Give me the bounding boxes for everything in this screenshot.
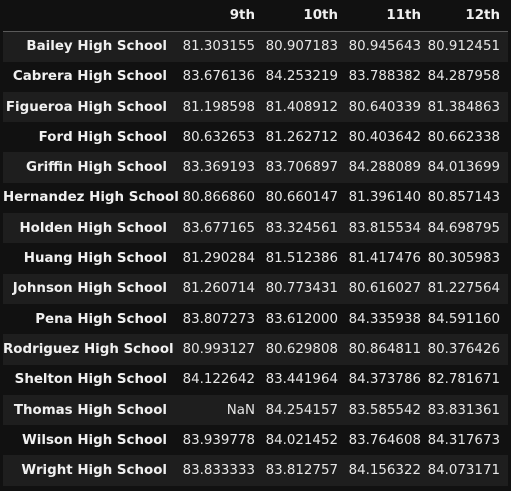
cell-score-9th: 83.369193 [182, 160, 255, 176]
cell-score-9th: 80.866860 [182, 190, 255, 206]
cell-score-9th: 84.122642 [182, 372, 255, 388]
cell-score-12th: 84.073171 [427, 463, 500, 479]
row-label-school: Hernandez High School [3, 190, 179, 206]
cell-score-9th: 80.632653 [182, 129, 255, 145]
cell-score-9th: 81.260714 [182, 281, 255, 297]
cell-score-10th: 83.324561 [265, 220, 338, 236]
cell-score-11th: 83.815534 [348, 220, 421, 236]
cell-score-10th: 83.441964 [265, 372, 338, 388]
column-header-11th: 11th [342, 1, 424, 32]
table-row: Bailey High School 81.303155 80.907183 80.9… [3, 31, 508, 62]
row-label-school: Johnson High School [12, 281, 167, 297]
cell-score-10th: 83.812757 [265, 463, 338, 479]
cell-score-12th: 80.376426 [427, 341, 500, 357]
table-header: 9th 10th 11th 12th [3, 1, 508, 32]
row-label-school: Figueroa High School [5, 99, 167, 115]
dataframe-table: 9th 10th 11th 12th Bailey High School 81.… [3, 1, 508, 486]
cell-score-11th: 81.396140 [348, 190, 421, 206]
cell-score-9th: 81.303155 [182, 39, 255, 55]
cell-score-10th: 84.021452 [265, 432, 338, 448]
row-label-school: Ford High School [38, 129, 167, 145]
cell-score-10th: 80.773431 [265, 281, 338, 297]
cell-score-11th: 80.403642 [348, 129, 421, 145]
cell-score-12th: 80.857143 [427, 190, 500, 206]
cell-score-12th: 84.317673 [427, 432, 500, 448]
table-row: Johnson High School 81.260714 80.773431 80.… [3, 273, 508, 304]
cell-score-9th: 81.198598 [182, 99, 255, 115]
cell-score-9th: 83.939778 [182, 432, 255, 448]
cell-score-10th: 84.253219 [265, 69, 338, 85]
cell-score-11th: 80.945643 [348, 39, 421, 55]
row-label-school: Cabrera High School [12, 69, 167, 85]
table-row: Holden High School 83.677165 83.324561 83.8… [3, 213, 508, 244]
header-row: 9th 10th 11th 12th [3, 1, 508, 32]
row-label-school: Shelton High School [14, 372, 167, 388]
row-label-school: Wilson High School [22, 432, 167, 448]
cell-score-12th: 84.287958 [427, 69, 500, 85]
row-label-school: Huang High School [23, 251, 167, 267]
cell-score-9th: 80.993127 [182, 341, 255, 357]
cell-score-11th: 83.585542 [348, 402, 421, 418]
cell-score-11th: 81.417476 [348, 251, 421, 267]
table-row: Thomas High School NaN 84.254157 83.585542 8… [3, 394, 508, 426]
cell-score-12th: 80.305983 [427, 251, 500, 267]
cell-score-12th: 80.662338 [427, 129, 500, 145]
cell-score-10th: 80.629808 [265, 341, 338, 357]
cell-score-11th: 84.373786 [348, 372, 421, 388]
cell-score-10th: 84.254157 [265, 402, 338, 418]
index-header [3, 1, 176, 32]
cell-score-9th: 83.676136 [182, 69, 255, 85]
table-row: Pena High School 83.807273 83.612000 84.335… [3, 303, 508, 335]
table-row: Griffin High School 83.369193 83.706897 84.… [3, 152, 508, 183]
cell-score-11th: 83.788382 [348, 69, 421, 85]
row-label-school: Griffin High School [26, 160, 167, 176]
cell-score-11th: 80.640339 [348, 99, 421, 115]
cell-score-10th: 81.512386 [265, 251, 338, 267]
table-row: Rodriguez High School 80.993127 80.629808 8… [3, 334, 508, 365]
table-row: Huang High School 81.290284 81.512386 81.41… [3, 243, 508, 274]
table-row: Shelton High School 84.122642 83.441964 84.… [3, 364, 508, 395]
cell-score-11th: 84.288089 [348, 160, 421, 176]
table-row: Ford High School 80.632653 81.262712 80.403… [3, 122, 508, 153]
table-row: Wilson High School 83.939778 84.021452 83.7… [3, 425, 508, 456]
cell-score-9th: 83.677165 [182, 220, 255, 236]
cell-score-11th: 80.864811 [348, 341, 421, 357]
cell-score-10th: 80.907183 [265, 39, 338, 55]
row-label-school: Wright High School [21, 463, 167, 479]
cell-score-12th: 84.591160 [427, 311, 500, 327]
cell-score-12th: 83.831361 [427, 402, 500, 418]
table-row: Cabrera High School 83.676136 84.253219 83.… [3, 61, 508, 92]
row-label-school: Holden High School [19, 220, 167, 236]
cell-score-9th: 83.807273 [182, 311, 255, 327]
cell-score-12th: 81.384863 [427, 99, 500, 115]
cell-score-11th: 80.616027 [348, 281, 421, 297]
column-header-12th: 12th [424, 1, 508, 32]
cell-score-11th: 84.156322 [348, 463, 421, 479]
column-header-9th: 9th [176, 1, 258, 32]
column-header-10th: 10th [258, 1, 342, 32]
cell-score-11th: 84.335938 [348, 311, 421, 327]
cell-score-12th: 80.912451 [427, 39, 500, 55]
cell-score-9th: 83.833333 [182, 463, 255, 479]
row-label-school: Bailey High School [26, 39, 167, 55]
cell-score-10th: 83.706897 [265, 160, 338, 176]
cell-score-10th: 81.262712 [265, 129, 338, 145]
row-label-school: Thomas High School [13, 402, 167, 418]
cell-score-10th: 83.612000 [265, 311, 338, 327]
cell-score-12th: 82.781671 [427, 372, 500, 388]
table-body: Bailey High School 81.303155 80.907183 80.9… [3, 31, 508, 486]
table-row: Wright High School 83.833333 83.812757 84.1… [3, 455, 508, 486]
cell-score-9th: NaN [226, 402, 255, 418]
table-row: Hernandez High School 80.866860 80.660147 8… [3, 182, 508, 214]
cell-score-12th: 81.227564 [427, 281, 500, 297]
cell-score-10th: 80.660147 [265, 190, 338, 206]
cell-score-12th: 84.698795 [427, 220, 500, 236]
cell-score-9th: 81.290284 [182, 251, 255, 267]
row-label-school: Rodriguez High School [3, 341, 174, 357]
row-label-school: Pena High School [35, 311, 167, 327]
cell-score-10th: 81.408912 [265, 99, 338, 115]
cell-score-11th: 83.764608 [348, 432, 421, 448]
cell-score-12th: 84.013699 [427, 160, 500, 176]
table-row: Figueroa High School 81.198598 81.408912 80… [3, 91, 508, 123]
